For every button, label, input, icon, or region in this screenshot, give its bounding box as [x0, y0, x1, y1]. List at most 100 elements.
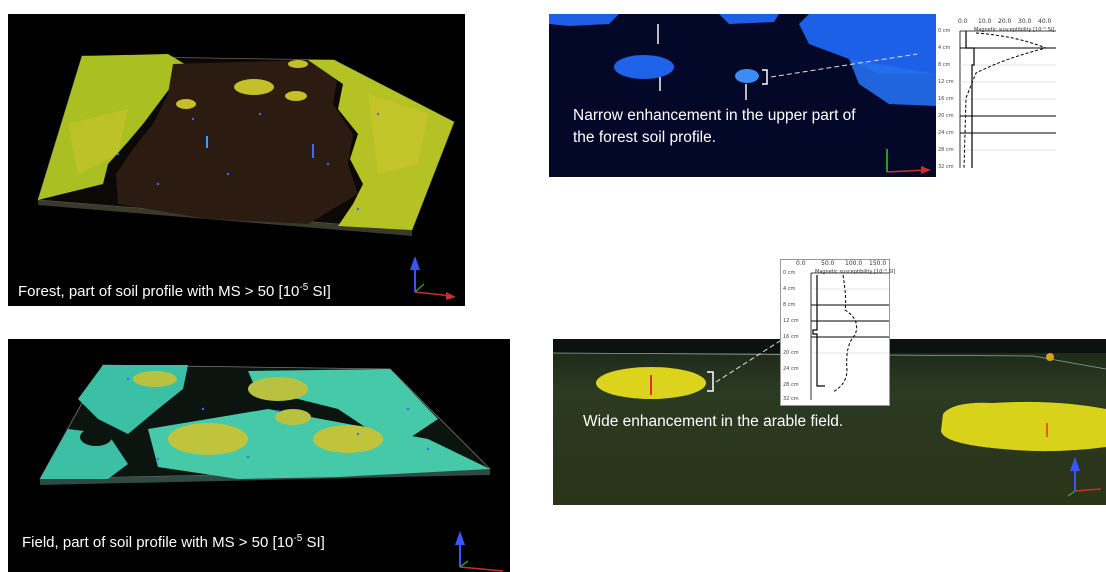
plot-gridlines — [960, 64, 1056, 151]
forest-island-4 — [288, 60, 308, 68]
probe-marker — [312, 144, 314, 158]
depth-tick: 0 cm — [783, 270, 796, 276]
depth-tick: 32 cm — [938, 164, 954, 170]
plot-gridlines — [811, 288, 889, 354]
x-tick: 150.0 — [869, 260, 887, 267]
leader-line — [715, 339, 784, 383]
forest-annotation-line-2: the forest soil profile. — [573, 129, 717, 146]
measured-curve — [965, 31, 975, 168]
probe-marker — [206, 136, 208, 148]
forest-caption-exponent: -5 — [299, 282, 309, 293]
depth-tick: 4 cm — [783, 286, 796, 292]
probe-marker — [650, 375, 652, 395]
field-hotspot — [168, 423, 248, 455]
probe-marker — [657, 24, 659, 44]
x-tick: 0.0 — [958, 18, 968, 25]
field-depth-profile-plot: 0.0 50.0 100.0 150.0 Magnetic susceptibi… — [780, 259, 895, 406]
field-hotspot — [313, 425, 383, 453]
x-tick: 50.0 — [821, 260, 835, 267]
forest-surface-shade-2 — [368, 94, 428, 174]
field-caption-unit: SI] — [302, 534, 325, 551]
x-tick: 0.0 — [796, 260, 806, 267]
probe-marker — [659, 77, 661, 91]
field-caption-text: Field, part of soil profile with MS > 50… — [22, 534, 294, 551]
x-tick: 40.0 — [1038, 18, 1052, 25]
x-tick: 30.0 — [1018, 18, 1032, 25]
field-3d-view — [39, 364, 504, 572]
depth-tick: 12 cm — [783, 318, 799, 324]
axis-triad-icon — [886, 149, 931, 174]
axis-triad-icon — [410, 256, 456, 300]
forest-island-1 — [234, 79, 274, 95]
plot-axis-title: Magnetic susceptibility [10⁻⁵ SI] — [974, 27, 1055, 33]
sample-points — [126, 377, 430, 461]
narrow-enhancement — [735, 69, 759, 83]
surface-marker — [1046, 353, 1054, 361]
blue-enhancement — [849, 59, 936, 106]
field-hotspot — [248, 377, 308, 401]
blue-enhancement — [799, 14, 936, 74]
forest-island-2 — [285, 91, 307, 101]
depth-bracket — [762, 69, 768, 85]
forest-annotation-line-1: Narrow enhancement in the upper part of — [573, 107, 856, 124]
forest-dark-zone — [116, 60, 358, 224]
forest-caption: Forest, part of soil profile with MS > 5… — [18, 282, 331, 300]
depth-tick: 24 cm — [783, 366, 799, 372]
wide-enhancement — [941, 401, 1106, 452]
depth-tick: 24 cm — [938, 130, 954, 136]
depth-tick: 0 cm — [938, 28, 951, 34]
blue-enhancement — [614, 55, 674, 79]
forest-3d-view — [37, 54, 456, 300]
depth-tick: 16 cm — [783, 334, 799, 340]
leader-line — [770, 53, 918, 78]
depth-tick: 4 cm — [938, 45, 951, 51]
field-annotation: Wide enhancement in the arable field. — [583, 413, 843, 431]
forest-cross-section-view — [549, 14, 936, 177]
forest-depth-profile-plot: 0.0 10.0 20.0 30.0 40.0 Magnetic suscept… — [936, 18, 1058, 175]
model-curve — [963, 32, 1048, 169]
field-slab-edge — [1032, 355, 1106, 370]
field-caption: Field, part of soil profile with MS > 50… — [22, 533, 325, 551]
depth-tick: 28 cm — [938, 147, 954, 153]
field-annotation-text: Wide enhancement in the arable field. — [583, 413, 844, 430]
forest-caption-unit: SI] — [308, 283, 331, 300]
blue-enhancement — [549, 14, 619, 26]
forest-3d-panel: Forest, part of soil profile with MS > 5… — [8, 14, 465, 306]
forest-caption-text: Forest, part of soil profile with MS > 5… — [18, 283, 300, 300]
forest-cross-section-panel: Narrow enhancement in the upper part of … — [549, 14, 936, 177]
field-dark-island — [80, 428, 112, 446]
depth-tick: 20 cm — [938, 113, 954, 119]
field-profile-curves — [810, 272, 889, 400]
depth-tick: 16 cm — [938, 96, 954, 102]
forest-island-3 — [176, 99, 196, 109]
axis-triad-icon — [455, 531, 504, 572]
plot-layer-lines — [811, 304, 889, 338]
plot-axis-title: Magnetic susceptibility [10⁻⁵ SI] — [815, 269, 896, 275]
x-tick: 100.0 — [845, 260, 863, 267]
probe-marker — [745, 84, 747, 100]
sample-points — [116, 112, 380, 211]
field-hotspot — [275, 409, 311, 425]
x-tick: 20.0 — [998, 18, 1012, 25]
probe-marker — [1046, 423, 1048, 437]
model-curve — [832, 274, 858, 393]
depth-bracket — [707, 371, 714, 392]
plot-layer-lines — [960, 47, 1056, 134]
field-dark-island — [198, 388, 232, 406]
measured-curve — [812, 275, 825, 387]
depth-tick: 8 cm — [938, 62, 951, 68]
depth-tick: 20 cm — [783, 350, 799, 356]
depth-tick: 12 cm — [938, 79, 954, 85]
field-3d-panel: Field, part of soil profile with MS > 50… — [8, 339, 510, 572]
x-tick: 10.0 — [978, 18, 992, 25]
depth-tick: 28 cm — [783, 382, 799, 388]
depth-tick: 32 cm — [783, 396, 799, 402]
forest-profile-curves — [959, 30, 1056, 169]
forest-annotation: Narrow enhancement in the upper part of … — [573, 105, 856, 149]
field-hotspot — [133, 371, 177, 387]
forest-surface-shade-1 — [68, 109, 128, 174]
blue-enhancement — [719, 14, 779, 24]
axis-triad-icon — [1067, 457, 1102, 497]
depth-tick: 8 cm — [783, 302, 796, 308]
field-caption-exponent: -5 — [293, 533, 303, 544]
